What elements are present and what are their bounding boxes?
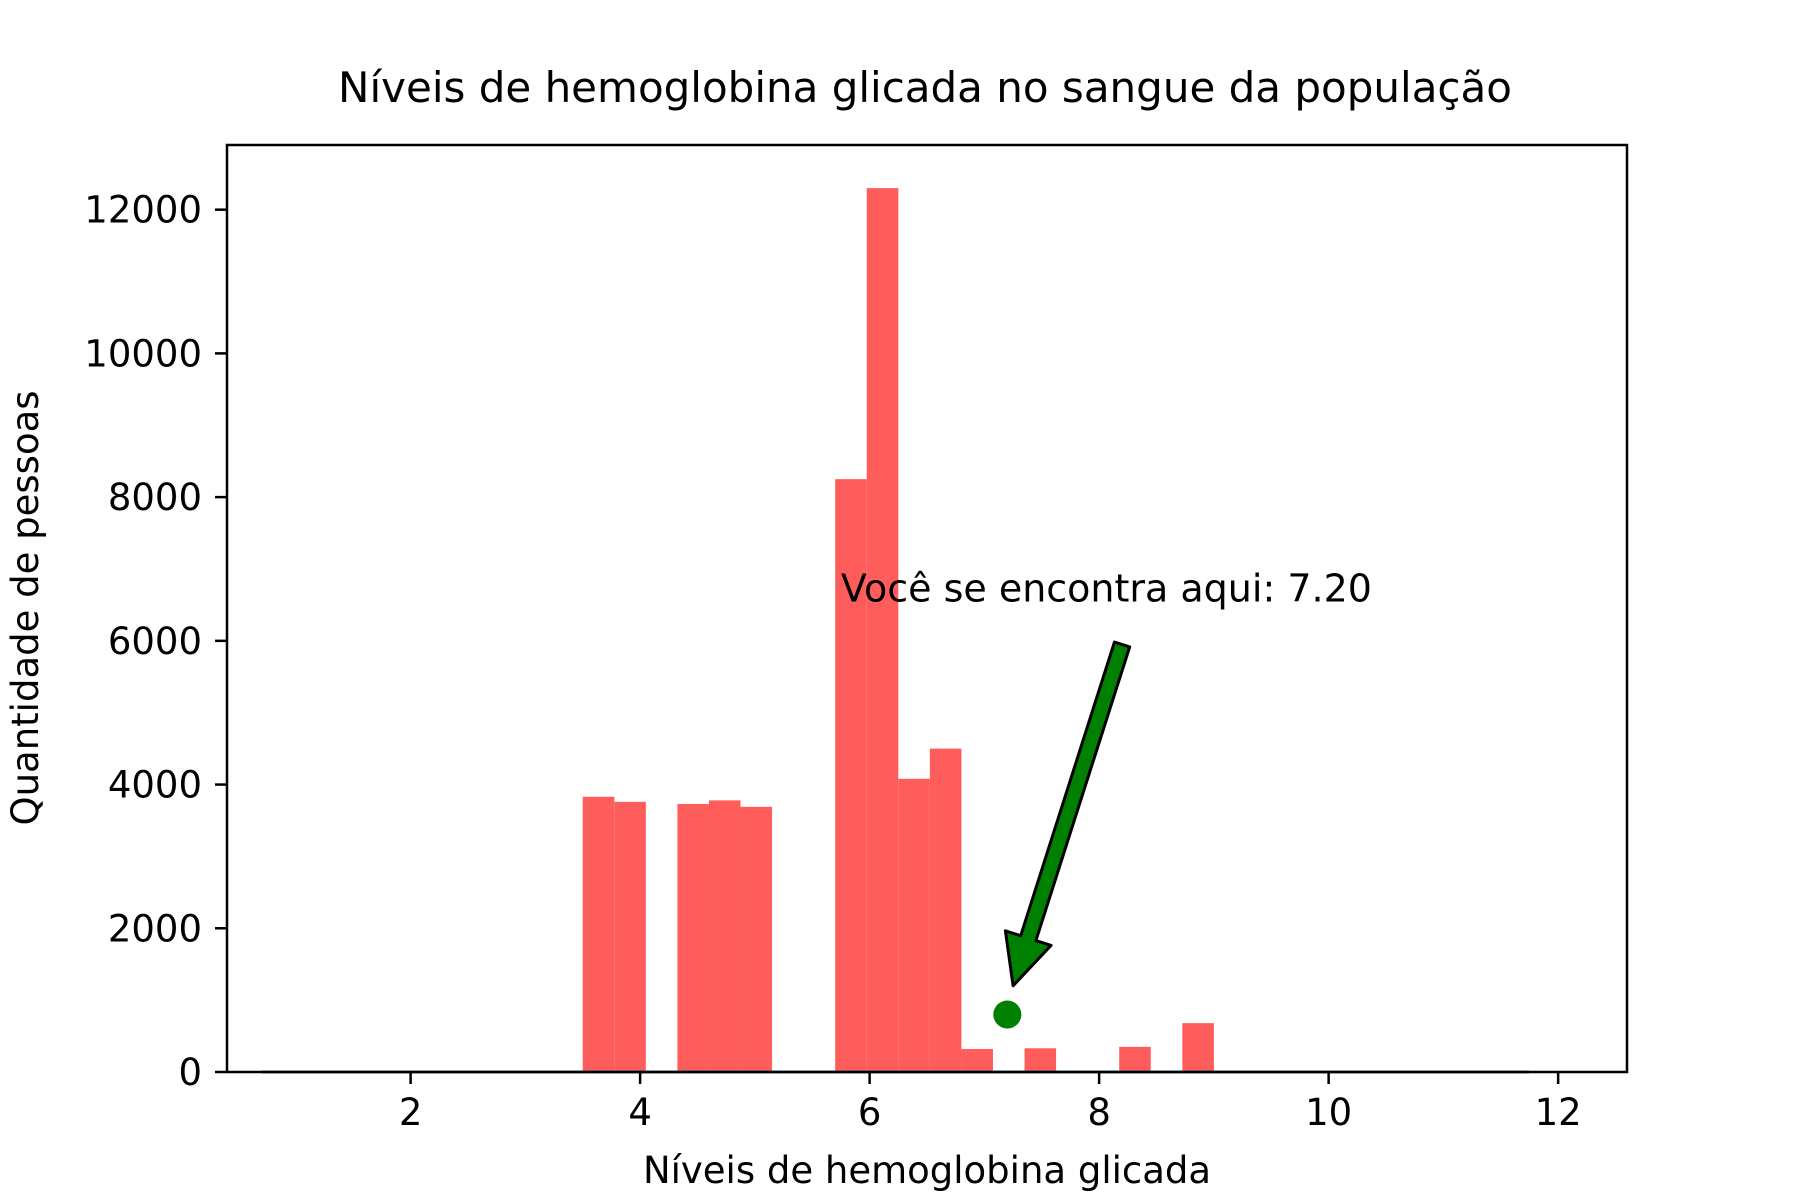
x-tick-label: 10 [1305,1091,1352,1134]
x-tick-label: 12 [1535,1091,1582,1134]
histogram-bar-2 [614,801,646,1072]
x-axis: 2 4 6 8 10 12 [399,1072,1582,1134]
histogram-bar-6 [835,479,867,1073]
y-axis-label: Quantidade de pessoas [4,390,47,825]
annotation-arrow [1003,640,1132,988]
y-tick-label: 12000 [84,189,202,232]
y-tick-label: 6000 [108,620,202,663]
histogram-bar-3 [677,803,709,1072]
histogram-bar-10 [961,1049,993,1072]
plot-frame [225,143,1629,1074]
bars-group [582,188,1214,1073]
histogram-bar-9 [929,748,962,1072]
annotation-label: Você se encontra aqui: 7.20 [841,566,1372,610]
histogram-bar-8 [898,778,930,1072]
y-tick-label: 4000 [108,764,202,807]
histogram-bar-12 [1119,1046,1151,1072]
histogram-bar-11 [1024,1048,1057,1072]
histogram-bar-1 [582,796,615,1072]
x-tick-label: 4 [628,1091,652,1134]
histogram-bar-4 [708,800,741,1072]
x-tick-label: 2 [399,1091,423,1134]
histogram-bar-7 [866,188,899,1072]
x-axis-label: Níveis de hemoglobina glicada [643,1149,1211,1192]
histogram-bar-5 [740,806,773,1072]
histogram-bar-13 [1182,1023,1214,1072]
y-tick-label: 8000 [108,476,202,519]
y-axis: 0 2000 4000 6000 8000 10000 12000 [84,189,227,1094]
chart-title: Níveis de hemoglobina glicada no sangue … [338,63,1512,112]
x-tick-label: 6 [858,1091,882,1134]
y-tick-label: 0 [178,1051,202,1094]
x-tick-label: 8 [1087,1091,1111,1134]
user-value-marker [993,1000,1022,1029]
y-tick-label: 2000 [108,907,202,950]
y-tick-label: 10000 [84,332,202,375]
